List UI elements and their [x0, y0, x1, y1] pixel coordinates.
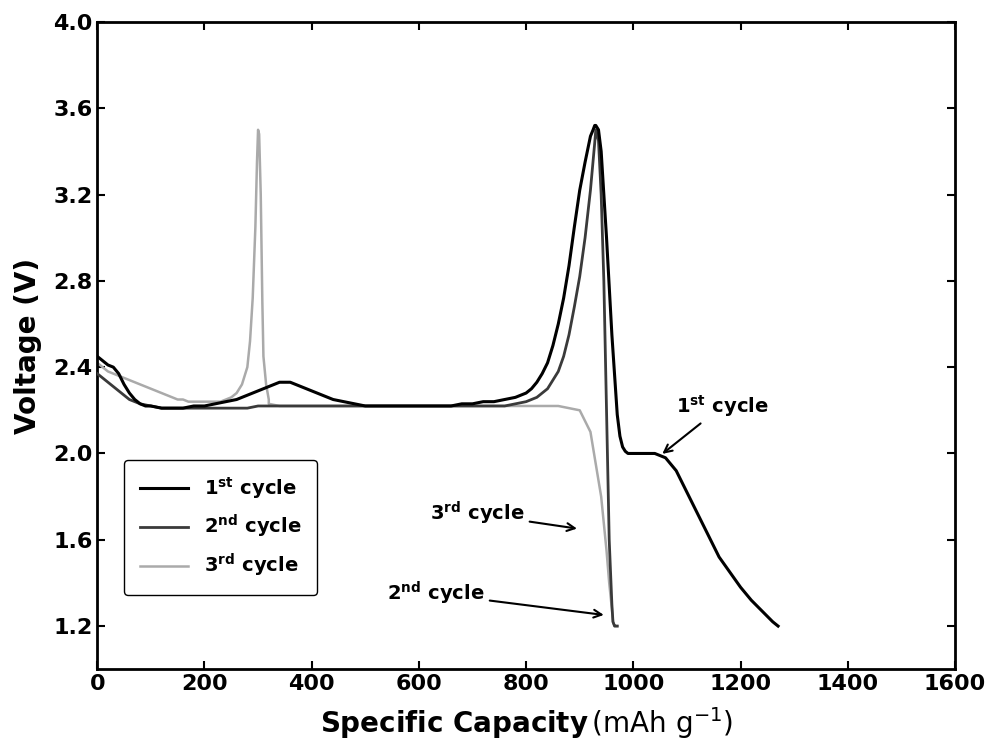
Legend: 1$^{\mathregular{st}}$ cycle, 2$^{\mathregular{nd}}$ cycle, 3$^{\mathregular{rd}: 1$^{\mathregular{st}}$ cycle, 2$^{\mathr…: [124, 460, 317, 595]
Y-axis label: Voltage (V): Voltage (V): [14, 257, 42, 433]
X-axis label: Specific Capacity$\,$$\rm{(mAh\ g^{-1})}$: Specific Capacity$\,$$\rm{(mAh\ g^{-1})}…: [320, 705, 733, 741]
Text: 1$^{\mathregular{st}}$ cycle: 1$^{\mathregular{st}}$ cycle: [664, 393, 769, 452]
Text: 3$^{\mathregular{rd}}$ cycle: 3$^{\mathregular{rd}}$ cycle: [430, 501, 575, 531]
Text: 2$^{\mathregular{nd}}$ cycle: 2$^{\mathregular{nd}}$ cycle: [387, 580, 601, 618]
